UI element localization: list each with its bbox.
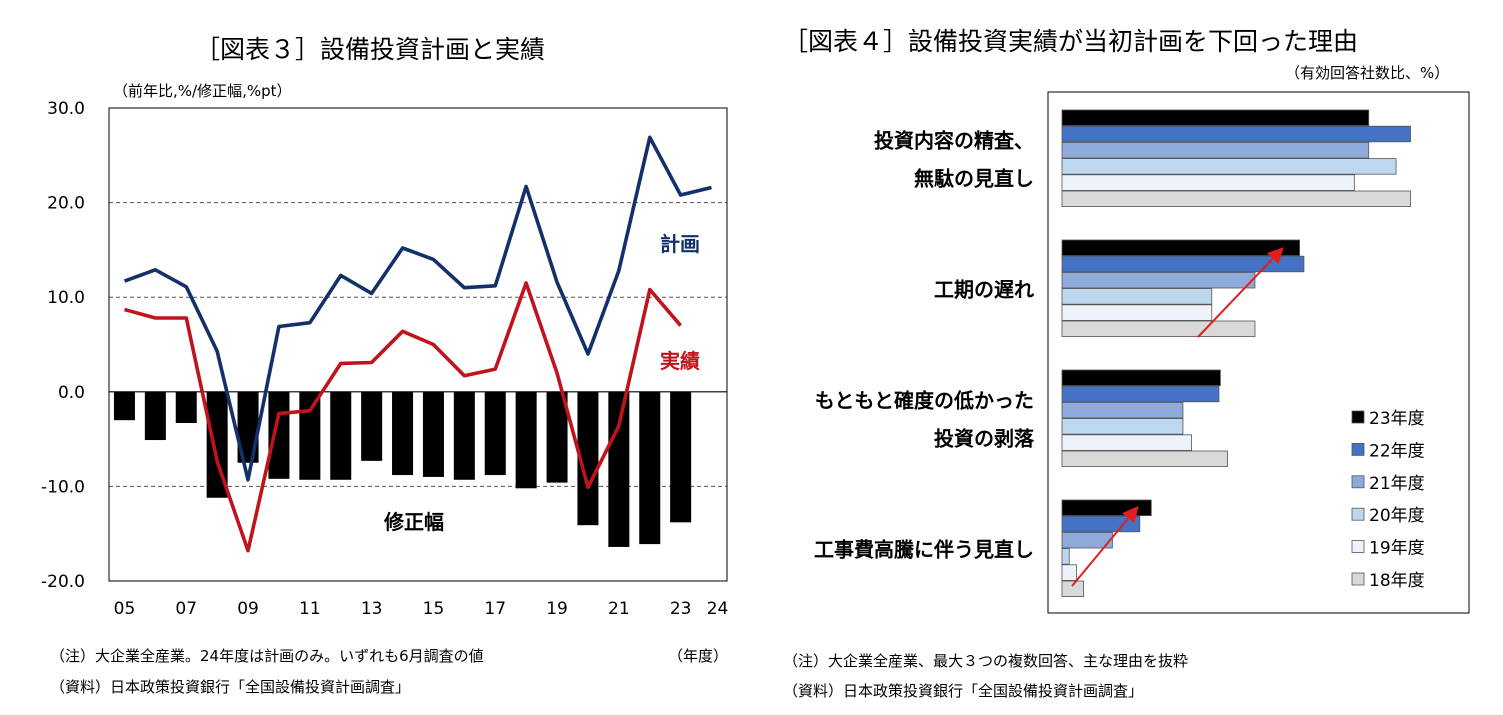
reason-bar (1061, 548, 1070, 565)
reason-bar (1061, 125, 1411, 143)
revision-label: 修正幅 (383, 510, 444, 534)
category-label: 工期の遅れ (934, 278, 1034, 302)
revision-bar (299, 391, 321, 480)
reason-bar (1061, 288, 1213, 305)
reason-bar (1061, 499, 1152, 517)
revision-bar (546, 391, 568, 483)
revision-bar (577, 391, 599, 526)
reason-bar (1061, 304, 1213, 321)
left-source: （資料）日本政策投資銀行「全国設備投資計画調査」 (50, 678, 411, 696)
x-tick-label: 11 (299, 599, 321, 619)
legend-label: 21年度 (1369, 474, 1425, 494)
revision-bar (392, 391, 414, 476)
y-tick-label: 10.0 (47, 288, 85, 308)
category-label: 無駄の見直し (914, 167, 1034, 191)
trend-arrow-delay (1197, 247, 1284, 338)
x-tick-label: 09 (237, 599, 259, 619)
reason-bar (1061, 190, 1411, 208)
category-label: 投資の剥落 (934, 427, 1035, 451)
x-tick-label: 21 (608, 599, 630, 619)
y-tick-label: 0.0 (58, 383, 85, 403)
y-tick-label: 30.0 (47, 99, 85, 119)
left-x-unit: （年度） (668, 647, 729, 665)
right-note: （注）大企業全産業、最大３つの複数回答、主な理由を抜粋 (783, 652, 1189, 670)
revision-bar (422, 391, 444, 477)
right-chart-unit: （有効回答社数比、%） (1285, 64, 1450, 82)
plan-line (123, 135, 712, 482)
reason-bar (1061, 450, 1229, 468)
revision-bar (361, 391, 383, 461)
legend-swatch (1351, 540, 1365, 553)
right-source: （資料）日本政策投資銀行「全国設備投資計画調査」 (783, 682, 1144, 700)
reason-bar (1061, 385, 1220, 403)
reason-bar (1061, 158, 1397, 175)
revision-bar (639, 391, 661, 545)
reason-bar (1061, 109, 1370, 127)
legend-swatch (1351, 507, 1365, 521)
revision-bar (330, 391, 352, 480)
plot-frame (108, 107, 728, 582)
revision-bar (113, 391, 135, 421)
legend-swatch (1351, 442, 1365, 456)
legend-swatch (1351, 410, 1365, 424)
x-tick-label: 23 (670, 599, 692, 619)
reason-bar (1061, 532, 1113, 549)
reason-bar (1061, 271, 1256, 289)
revision-bar (453, 391, 475, 480)
category-label: 工事費高騰に伴う見直し (814, 538, 1034, 562)
revision-bar (515, 391, 537, 489)
legend-label: 23年度 (1369, 409, 1425, 429)
x-tick-label: 17 (484, 599, 506, 619)
reason-bar (1061, 369, 1221, 387)
left-chart-title: ［図表３］設備投資計画と実績 (195, 35, 546, 64)
reason-bar (1061, 580, 1085, 598)
y-tick-label: -10.0 (41, 477, 85, 497)
x-tick-label: 15 (423, 599, 445, 619)
x-tick-label: 05 (114, 599, 136, 619)
reason-bar (1061, 320, 1256, 338)
reason-bar (1061, 174, 1355, 191)
category-label: 投資内容の精査、 (874, 129, 1034, 153)
legend-label: 18年度 (1369, 571, 1425, 591)
category-label: もともと確度の低かった (815, 389, 1034, 413)
right-plot-frame (1047, 91, 1470, 614)
legend-label: 19年度 (1369, 539, 1425, 559)
left-chart-unit: （前年比,%/修正幅,%pt） (113, 82, 292, 100)
reason-bar (1061, 255, 1305, 273)
x-tick-label: 13 (361, 599, 383, 619)
reason-bar (1061, 239, 1301, 257)
left-note: （注）大企業全産業。24年度は計画のみ。いずれも6月調査の値 (50, 647, 484, 665)
right-chart-title: ［図表４］設備投資実績が当初計画を下回った理由 (783, 27, 1359, 56)
reason-bar (1061, 418, 1184, 435)
y-tick-label: -20.0 (41, 572, 85, 592)
reason-bar (1061, 564, 1077, 581)
legend-swatch (1351, 572, 1365, 586)
reason-bar (1061, 434, 1193, 451)
legend-label: 22年度 (1369, 441, 1425, 461)
revision-bar (175, 391, 197, 424)
left-chart: 30.0 20.0 10.0 0.0 -10.0 -20.0 05 07 09 11 13 15 17 1… (41, 99, 729, 619)
x-tick-label: 24 (707, 599, 729, 619)
legend-label: 20年度 (1369, 506, 1425, 526)
actual-line (124, 281, 682, 553)
x-tick-label: 07 (175, 599, 197, 619)
actual-label: 実績 (660, 349, 700, 373)
plan-label: 計画 (660, 232, 700, 256)
revision-bar (670, 391, 692, 523)
x-tick-label: 19 (546, 599, 568, 619)
revision-bar (144, 391, 166, 441)
legend-swatch (1351, 475, 1365, 489)
revision-bar (484, 391, 506, 476)
reason-bar (1061, 401, 1184, 419)
revision-bar (608, 391, 630, 547)
reason-bar (1061, 141, 1370, 159)
trend-arrow-cost (1071, 505, 1139, 587)
y-tick-label: 20.0 (47, 194, 85, 214)
